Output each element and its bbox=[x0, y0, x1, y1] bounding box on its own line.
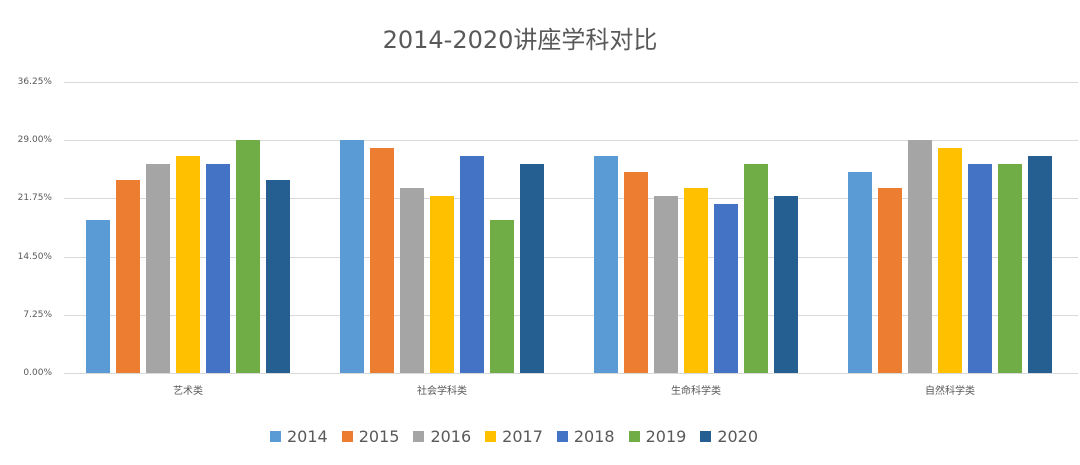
bar-2014-2 bbox=[594, 156, 618, 373]
chart-title: 2014-2020讲座学科对比 bbox=[382, 26, 658, 54]
legend-label: 2020 bbox=[717, 427, 759, 446]
bar-2018-3 bbox=[968, 164, 992, 373]
legend-item: 2014 bbox=[270, 427, 328, 446]
bar-2018-2 bbox=[714, 204, 738, 373]
bar-2020-1 bbox=[520, 164, 544, 373]
y-tick-label: 29.00% bbox=[17, 135, 52, 146]
y-tick-label: 0.00% bbox=[23, 368, 52, 378]
legend-item: 2019 bbox=[628, 427, 687, 446]
x-category-label: 社会学科类 bbox=[417, 386, 467, 397]
legend-swatch-icon bbox=[413, 431, 425, 442]
legend-swatch-icon bbox=[556, 431, 568, 442]
legend-label: 2015 bbox=[358, 427, 400, 446]
legend-swatch-icon bbox=[485, 431, 497, 442]
y-tick-label: 7.25% bbox=[23, 309, 52, 320]
bar-2017-0 bbox=[176, 156, 200, 373]
bar-2017-3 bbox=[938, 148, 962, 373]
legend-item: 2015 bbox=[341, 427, 400, 446]
legend-label: 2016 bbox=[430, 427, 472, 446]
legend-item: 2017 bbox=[485, 427, 543, 446]
bar-2015-2 bbox=[624, 172, 648, 373]
x-category-label: 自然科学类 bbox=[925, 386, 975, 397]
bar-2016-3 bbox=[908, 140, 932, 373]
gridline bbox=[64, 373, 1078, 374]
bar-2019-1 bbox=[490, 220, 514, 373]
bar-2015-3 bbox=[878, 188, 902, 373]
gridline bbox=[64, 256, 1078, 258]
bar-2019-0 bbox=[236, 140, 260, 373]
legend-swatch-icon bbox=[341, 431, 353, 442]
y-tick-label: 36.25% bbox=[17, 77, 52, 87]
x-category-label: 生命科学类 bbox=[671, 386, 721, 397]
y-tick-label: 14.50% bbox=[17, 251, 52, 262]
bar-2014-0 bbox=[86, 220, 110, 373]
bar-2017-1 bbox=[430, 196, 454, 373]
gridline bbox=[64, 198, 1078, 200]
legend-label: 2019 bbox=[645, 427, 687, 446]
legend-item: 2020 bbox=[700, 427, 758, 446]
bar-2016-0 bbox=[146, 164, 170, 373]
legend-item: 2018 bbox=[556, 427, 615, 446]
bar-2020-2 bbox=[774, 196, 798, 373]
legend-label: 2014 bbox=[287, 427, 328, 446]
legend-swatch-icon bbox=[700, 431, 712, 442]
bar-2020-3 bbox=[1028, 156, 1052, 373]
legend-label: 2017 bbox=[502, 427, 543, 446]
bar-2014-1 bbox=[340, 140, 364, 373]
bar-2019-3 bbox=[998, 164, 1022, 373]
bar-2018-1 bbox=[460, 156, 484, 373]
bar-2017-2 bbox=[684, 188, 708, 373]
bar-2020-0 bbox=[266, 180, 290, 373]
bar-2016-2 bbox=[654, 196, 678, 373]
bar-2015-0 bbox=[116, 180, 140, 373]
gridline bbox=[64, 140, 1078, 142]
legend-swatch-icon bbox=[628, 431, 640, 442]
legend-item: 2016 bbox=[413, 427, 471, 446]
bar-2015-1 bbox=[370, 148, 394, 373]
legend-swatch-icon bbox=[270, 431, 281, 442]
x-category-label: 艺术类 bbox=[173, 386, 203, 397]
legend: 2014 2015 2016 2017 2018 2019 2020 bbox=[270, 427, 758, 446]
gridline bbox=[64, 314, 1078, 316]
plot-area bbox=[64, 82, 1078, 374]
y-tick-label: 21.75% bbox=[17, 193, 52, 204]
bar-2016-1 bbox=[400, 188, 424, 373]
bar-2014-3 bbox=[848, 172, 872, 373]
bar-2018-0 bbox=[206, 164, 230, 373]
bar-2019-2 bbox=[744, 164, 768, 373]
gridline bbox=[64, 82, 1078, 83]
legend-label: 2018 bbox=[573, 427, 615, 446]
